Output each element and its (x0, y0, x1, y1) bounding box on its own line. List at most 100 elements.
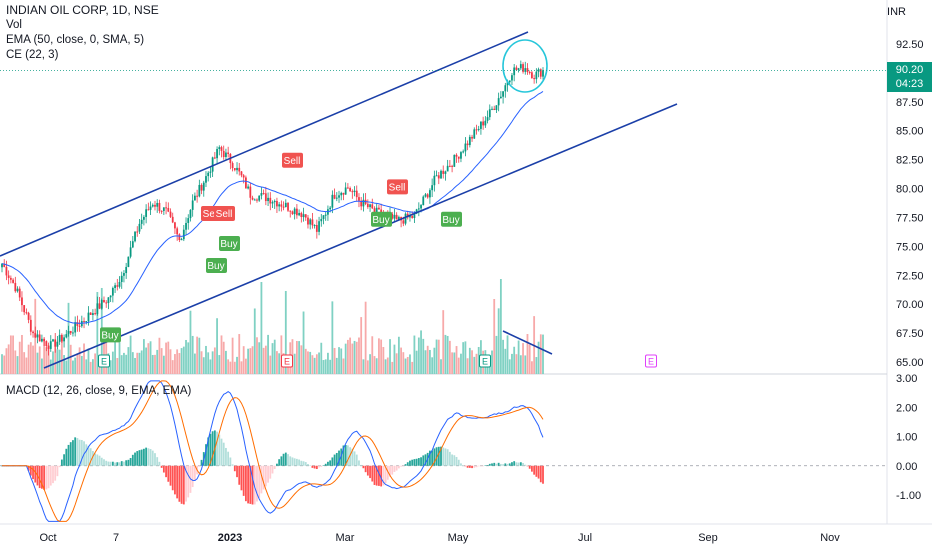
candle (431, 178, 434, 197)
histogram-bar (120, 461, 123, 466)
volume-bar (320, 342, 323, 374)
candle-body (207, 172, 210, 177)
candle (3, 259, 6, 268)
candle (471, 134, 473, 142)
candle-body (98, 303, 101, 309)
candle-body (94, 313, 97, 315)
histogram-bar (167, 465, 170, 482)
volume-bar (222, 341, 225, 374)
volume-bar (167, 341, 170, 374)
candle-body (488, 109, 491, 118)
histogram-bar (267, 465, 269, 483)
histogram-bar (358, 460, 360, 466)
volume-bar (262, 347, 265, 374)
volume-bar (393, 344, 396, 374)
histogram-bar (364, 465, 367, 473)
candle (207, 171, 210, 182)
candle-body (129, 247, 132, 257)
volume-bar (225, 350, 227, 374)
candle (238, 162, 241, 176)
candle-body (251, 197, 254, 200)
legend-ema[interactable]: EMA (50, close, 0, SMA, 5) (6, 34, 145, 46)
price-tick-label: 85.00 (896, 126, 924, 138)
volume-bar (269, 355, 272, 374)
histogram-bar (406, 462, 409, 466)
candle-body (134, 231, 136, 242)
histogram-bar (311, 465, 314, 468)
candle (36, 330, 39, 344)
histogram-bar (129, 458, 132, 466)
legend-ce[interactable]: CE (22, 3) (6, 49, 59, 61)
symbol-title[interactable]: INDIAN OIL CORP, 1D, NSE (6, 3, 159, 17)
volume-bar (298, 341, 301, 374)
volume-bar (307, 351, 309, 374)
volume-bar (422, 338, 425, 374)
signal-label: Buy (207, 261, 224, 272)
volume-bar (338, 347, 340, 374)
histogram-bar (371, 465, 374, 482)
volume-bar (41, 358, 43, 374)
volume-bar (502, 339, 504, 374)
candle-body (442, 170, 445, 174)
volume-bar (87, 348, 90, 374)
volume-bar (424, 350, 427, 374)
candle-body (284, 202, 287, 208)
histogram-bar (344, 445, 347, 466)
volume-bar (264, 345, 267, 374)
candle-body (435, 175, 438, 177)
candle-body (415, 209, 418, 214)
candle-body (409, 215, 411, 218)
candle (504, 82, 507, 98)
candle-body (411, 215, 414, 219)
ema-line (1, 91, 544, 324)
candle (327, 205, 329, 221)
time-tick-label: 2023 (218, 532, 242, 544)
volume-bar (251, 346, 254, 374)
candle-body (304, 214, 307, 218)
histogram-bar (287, 454, 289, 466)
volume-bar (404, 358, 407, 374)
volume-bar (149, 341, 152, 374)
candle (227, 146, 230, 158)
candle-body (462, 151, 465, 153)
volume-bar (300, 345, 303, 374)
candle-body (242, 175, 245, 178)
histogram-bar (395, 465, 398, 471)
candle (295, 204, 298, 219)
candle-body (107, 297, 110, 304)
volume-bar (196, 336, 199, 374)
candle-body (202, 182, 205, 191)
histogram-bar (284, 452, 287, 466)
candle (528, 70, 531, 75)
candle (225, 148, 227, 160)
candle (442, 165, 445, 179)
histogram-bar (262, 465, 265, 490)
histogram-bar (114, 462, 116, 466)
candle-body (280, 204, 283, 207)
legend-vol[interactable]: Vol (6, 19, 22, 31)
candle (29, 315, 32, 336)
candle (96, 296, 99, 316)
volume-bar (187, 342, 190, 374)
macd-legend[interactable]: MACD (12, 26, close, 9, EMA, EMA) (6, 385, 192, 397)
histogram-bar (74, 437, 77, 466)
candle (176, 226, 179, 241)
price-tick-label: 77.50 (896, 212, 924, 224)
candle-body (105, 302, 108, 304)
histogram-bar (125, 460, 128, 466)
histogram-bar (138, 450, 141, 466)
sell-signal: Sell (214, 205, 235, 221)
volume-bar (16, 356, 19, 374)
candle-body (12, 279, 14, 283)
candle (333, 188, 336, 200)
volume-bar (382, 347, 385, 374)
histogram-bar (131, 454, 134, 466)
histogram-bar (218, 434, 221, 466)
histogram-bar (273, 465, 276, 469)
candle-body (320, 218, 323, 222)
candle (462, 149, 465, 154)
candle (191, 194, 194, 217)
candle-body (413, 213, 416, 219)
histogram-bar (29, 465, 32, 476)
